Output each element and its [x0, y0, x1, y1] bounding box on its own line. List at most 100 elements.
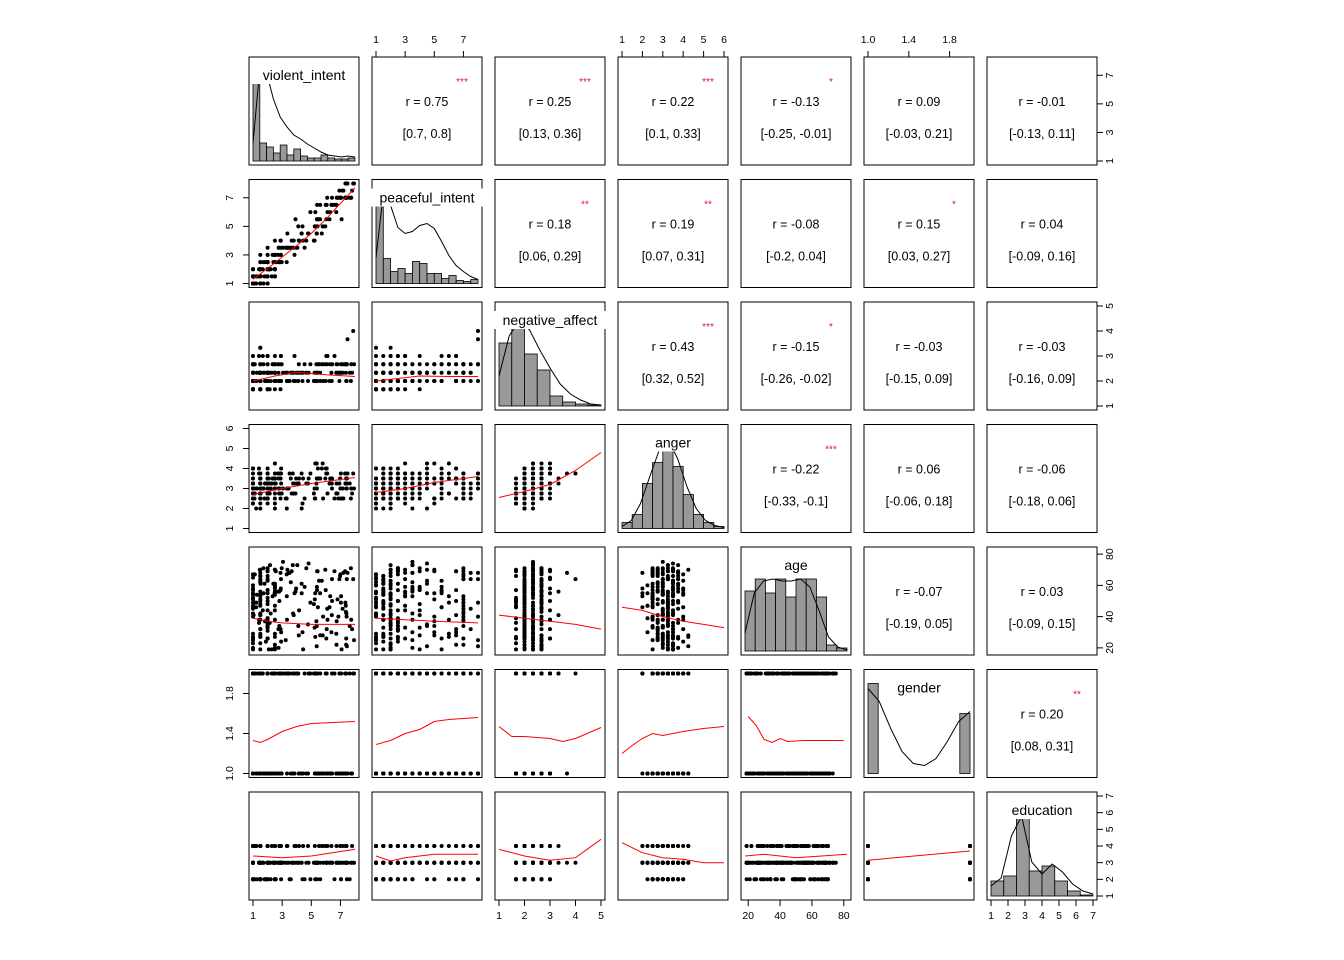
scatter-point	[265, 602, 270, 607]
scatter-point	[403, 461, 408, 466]
loess-line	[498, 838, 602, 861]
scatter-point	[324, 636, 329, 641]
scatter-point	[297, 608, 302, 613]
scatter-point	[251, 575, 255, 580]
scatter-point	[468, 370, 473, 375]
scatter-point	[681, 578, 686, 583]
scatter-point	[794, 671, 798, 676]
scatter-point	[514, 844, 518, 848]
scatter-point	[344, 379, 349, 383]
histogram-bar	[272, 152, 281, 162]
scatter-point	[344, 860, 349, 865]
scatter-point	[446, 491, 451, 496]
scatter-point	[297, 238, 302, 243]
scatter-point	[279, 362, 284, 367]
scatter-point	[265, 771, 270, 776]
scatter-point	[374, 486, 378, 491]
scatter-point	[306, 561, 311, 566]
scatter-point	[539, 567, 544, 572]
scatter-point	[531, 614, 535, 619]
scatter-point	[251, 362, 255, 367]
scatter-point	[671, 634, 675, 639]
scatter-point	[388, 631, 393, 636]
scatter-point	[350, 844, 355, 848]
scatter-point	[439, 647, 444, 652]
scatter-point	[432, 496, 437, 501]
scatter-point	[476, 600, 480, 605]
histogram-bar	[313, 157, 322, 162]
scatter-point	[261, 260, 266, 265]
scatter-point	[314, 481, 319, 486]
scatter-point	[539, 496, 544, 501]
scatter-point	[272, 274, 277, 279]
scatter-point	[514, 476, 518, 481]
scatter-point	[758, 671, 763, 676]
scatter-point	[289, 771, 294, 776]
scatter-point	[531, 624, 535, 628]
scatter-point	[645, 583, 650, 588]
scatter-point	[461, 594, 466, 599]
scatter-point	[321, 614, 326, 619]
significance-stars: **	[581, 200, 589, 211]
panel-frame	[863, 301, 975, 411]
scatter-point	[650, 588, 655, 593]
scatter-point	[539, 633, 544, 638]
scatter-point	[381, 634, 386, 639]
scatter-point	[417, 370, 422, 375]
scatter-point	[272, 860, 277, 865]
histogram-bar	[511, 317, 525, 407]
scatter-point	[556, 844, 561, 848]
panel-peaceful_intent-peaceful_intent: peaceful_intent	[369, 179, 485, 288]
scatter-point	[819, 877, 824, 882]
scatter-point	[268, 563, 272, 568]
scatter-point	[374, 387, 378, 392]
scatter-point	[324, 202, 329, 207]
panel-negative_affect-education: r = -0.03[-0.16, 0.09]	[986, 301, 1098, 411]
scatter-point	[671, 594, 675, 599]
panel-education-negative_affect	[494, 791, 606, 901]
scatter-point	[762, 771, 767, 776]
panel-gender-age	[740, 669, 852, 778]
scatter-point	[395, 599, 400, 603]
scatter-point	[798, 771, 803, 776]
scatter-point	[539, 600, 544, 605]
scatter-point	[432, 379, 437, 383]
scatter-point	[343, 181, 348, 186]
histogram-bar	[536, 369, 551, 407]
scatter-point	[681, 844, 686, 848]
scatter-point	[410, 570, 415, 575]
scatter-point	[548, 569, 552, 574]
scatter-point	[258, 370, 263, 375]
scatter-point	[410, 844, 415, 848]
scatter-point	[251, 387, 255, 392]
scatter-point	[476, 329, 480, 333]
histogram-bar	[703, 522, 715, 529]
scatter-point	[531, 501, 535, 506]
significance-stars: ***	[702, 77, 714, 88]
panel-frame	[248, 179, 360, 288]
scatter-point	[539, 572, 544, 577]
scatter-point	[308, 471, 313, 476]
scatter-point	[336, 370, 341, 375]
scatter-point	[265, 245, 270, 250]
scatter-point	[374, 362, 378, 367]
scatter-point	[676, 599, 681, 603]
scatter-point	[318, 217, 323, 222]
scatter-point	[251, 636, 255, 641]
scatter-point	[258, 603, 263, 608]
confidence-interval: [-0.03, 0.21]	[886, 127, 953, 141]
scatter-point	[315, 588, 319, 593]
confidence-interval: [-0.25, -0.01]	[761, 127, 832, 141]
scatter-point	[374, 860, 378, 865]
scatter-point	[334, 362, 339, 367]
scatter-point	[299, 471, 304, 476]
scatter-point	[522, 634, 527, 639]
scatter-point	[768, 844, 773, 848]
scatter-point	[276, 645, 281, 650]
scatter-point	[381, 491, 386, 496]
scatter-point	[417, 586, 422, 591]
scatter-point	[671, 771, 675, 776]
scatter-point	[388, 496, 393, 501]
histogram-bar	[765, 592, 777, 652]
scatter-point	[272, 362, 277, 367]
